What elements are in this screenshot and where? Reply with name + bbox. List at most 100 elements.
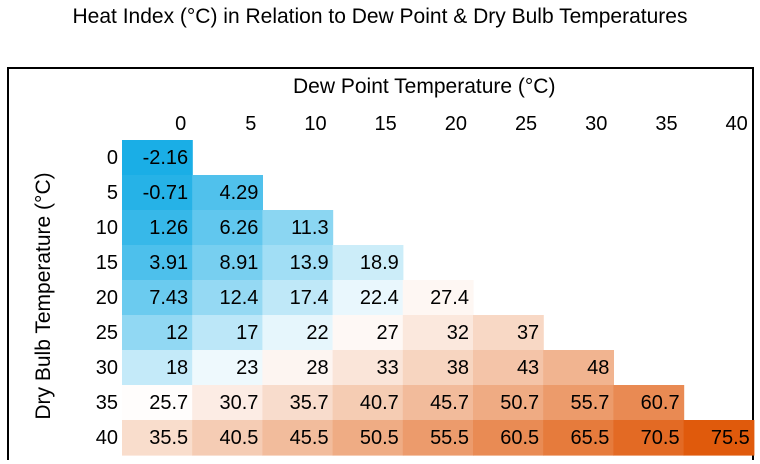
heatmap-cell <box>192 420 263 456</box>
cell-value-label: 40.7 <box>360 392 399 414</box>
chart-title: Heat Index (°C) in Relation to Dew Point… <box>72 5 688 28</box>
x-tick-label: 40 <box>726 113 748 135</box>
heatmap-cell <box>192 350 263 386</box>
cell-value-label: 12 <box>166 322 188 344</box>
heatmap-cell <box>543 420 614 456</box>
heatmap-cell <box>332 420 404 456</box>
cell-value-label: 12.4 <box>219 287 258 309</box>
x-tick-label: 10 <box>304 113 326 135</box>
heatmap-cell <box>332 350 404 386</box>
cell-value-label: 3.91 <box>149 252 188 274</box>
heatmap-cell <box>332 385 404 421</box>
heatmap-cell <box>473 385 544 421</box>
cell-value-label: 55.7 <box>570 392 609 414</box>
heatmap-cell <box>473 420 544 456</box>
x-tick-label: 0 <box>175 113 186 135</box>
x-tick-label: 15 <box>375 113 397 135</box>
y-tick-label: 30 <box>96 357 118 379</box>
y-tick-label: 25 <box>96 322 118 344</box>
cell-value-label: 8.91 <box>219 252 258 274</box>
cell-value-label: 27.4 <box>430 287 469 309</box>
cell-value-label: 65.5 <box>570 427 609 449</box>
x-tick-label: 35 <box>655 113 677 135</box>
cell-value-label: 11.3 <box>291 217 328 239</box>
heatmap-cell <box>613 420 685 456</box>
heatmap-cell <box>122 140 193 176</box>
cell-value-label: 32 <box>447 322 469 344</box>
cell-value-label: 35.5 <box>149 427 188 449</box>
heatmap-cell <box>543 385 614 421</box>
heatmap-cell <box>192 315 263 351</box>
heatmap-cell <box>402 280 474 316</box>
cell-value-label: 50.5 <box>360 427 399 449</box>
cell-value-label: 70.5 <box>641 427 680 449</box>
x-tick-label: 30 <box>585 113 607 135</box>
heatmap-cell <box>473 315 544 351</box>
cell-value-label: 40.5 <box>219 427 258 449</box>
cell-value-label: 22 <box>306 322 328 344</box>
cell-value-label: 45.5 <box>290 427 329 449</box>
x-tick-label: 20 <box>445 113 467 135</box>
y-tick-label: 20 <box>96 287 118 309</box>
heatmap-cell <box>122 385 193 421</box>
cell-value-label: 48 <box>587 357 609 379</box>
heatmap-cell <box>543 350 614 386</box>
heatmap-cell <box>262 210 334 246</box>
heatmap-cell <box>473 350 544 386</box>
heatmap-cell <box>122 280 193 316</box>
cell-value-label: -2.16 <box>143 147 189 169</box>
heatmap-cell <box>262 245 334 281</box>
heatmap-cell <box>122 175 193 211</box>
cell-value-label: 43 <box>517 357 539 379</box>
cell-value-label: 55.5 <box>430 427 469 449</box>
heatmap-cell <box>262 350 334 386</box>
heatmap-cell <box>402 385 474 421</box>
cell-value-label: -0.71 <box>143 182 189 204</box>
heatmap-cell <box>122 420 193 456</box>
heatmap-cell <box>262 385 334 421</box>
cell-value-label: 23 <box>236 357 258 379</box>
cell-value-label: 45.7 <box>430 392 469 414</box>
heatmap-cell <box>122 350 193 386</box>
cell-value-label: 17 <box>236 322 258 344</box>
cell-value-label: 37 <box>517 322 539 344</box>
x-tick-label: 25 <box>515 113 537 135</box>
cell-value-label: 75.5 <box>711 427 750 449</box>
heatmap-cell <box>402 350 474 386</box>
y-tick-label: 35 <box>96 392 118 414</box>
heatmap-cell <box>122 315 193 351</box>
cell-value-label: 35.7 <box>290 392 329 414</box>
y-tick-label: 10 <box>96 217 118 239</box>
chart-frame <box>7 67 754 460</box>
cell-value-label: 7.43 <box>149 287 188 309</box>
cell-value-label: 27 <box>377 322 399 344</box>
cell-value-label: 13.9 <box>290 252 329 274</box>
heatmap-cell <box>262 315 334 351</box>
x-tick-label: 5 <box>245 113 256 135</box>
x-axis-label: Dew Point Temperature (°C) <box>293 75 556 98</box>
cell-value-label: 28 <box>306 357 328 379</box>
cell-value-label: 30.7 <box>219 392 258 414</box>
y-tick-label: 15 <box>96 252 118 274</box>
cell-value-label: 38 <box>447 357 469 379</box>
heatmap-cell <box>262 280 334 316</box>
heatmap-cell <box>192 245 263 281</box>
heatmap-cell <box>613 385 685 421</box>
cell-value-label: 33 <box>377 357 399 379</box>
heatmap-cell <box>192 385 263 421</box>
cell-value-label: 4.29 <box>219 182 258 204</box>
cell-value-label: 6.26 <box>219 217 258 239</box>
cell-value-label: 60.5 <box>500 427 539 449</box>
heatmap-cell <box>122 245 193 281</box>
heatmap-cell <box>192 280 263 316</box>
heatmap-cell <box>402 315 474 351</box>
y-tick-label: 40 <box>96 427 118 449</box>
heatmap-cell <box>402 420 474 456</box>
heatmap-cell <box>332 315 404 351</box>
cell-value-label: 60.7 <box>641 392 680 414</box>
heatmap-cell <box>332 280 404 316</box>
heatmap-cell <box>683 420 755 456</box>
heatmap-cell <box>262 420 334 456</box>
cell-value-label: 1.26 <box>149 217 188 239</box>
